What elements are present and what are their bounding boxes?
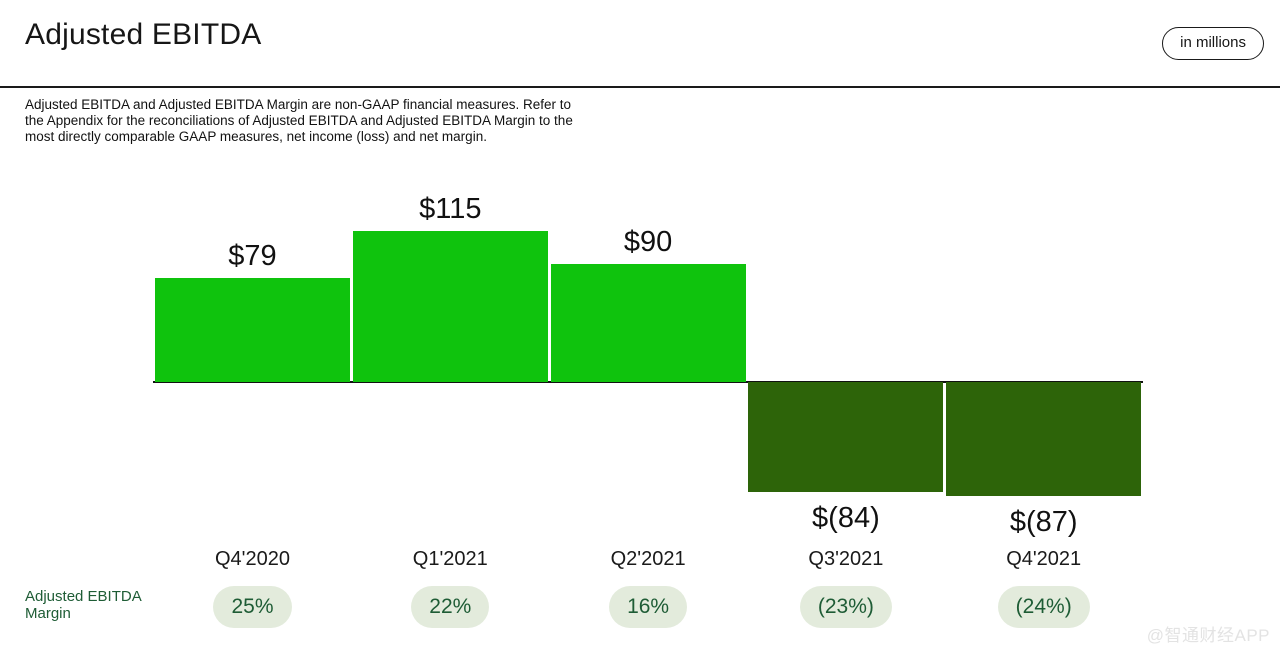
page-title: Adjusted EBITDA <box>25 18 262 51</box>
category-label-q4-2020: Q4'2020 <box>215 548 290 570</box>
bar-value-label-q4-2020: $79 <box>228 240 277 273</box>
bar-q4-2020 <box>155 278 350 382</box>
bar-q3-2021 <box>748 382 944 493</box>
disclaimer-text: Adjusted EBITDA and Adjusted EBITDA Marg… <box>25 97 573 144</box>
margin-row-label: Adjusted EBITDA Margin <box>25 588 141 622</box>
bar-q4-2021 <box>946 382 1142 497</box>
category-label-q1-2021: Q1'2021 <box>412 548 488 570</box>
watermark: @智通财经APP <box>1146 626 1270 645</box>
bar-value-label-q4-2021: $(87) <box>1009 506 1078 539</box>
bar-value-label-q2-2021: $90 <box>623 225 673 258</box>
unit-badge: in millions <box>1162 27 1264 60</box>
category-label-q4-2021: Q4'2021 <box>1006 548 1082 570</box>
bar-q1-2021 <box>352 231 548 382</box>
margin-pill-q4-2020: 25% <box>213 586 292 628</box>
margin-pill-q4-2021: (24%) <box>997 586 1090 628</box>
margin-pill-q3-2021: (23%) <box>799 586 892 628</box>
bar-q2-2021 <box>550 263 746 382</box>
margin-pill-q2-2021: 16% <box>609 586 688 628</box>
header: Adjusted EBITDA in millions <box>0 0 1280 88</box>
margin-pill-q1-2021: 22% <box>411 586 490 628</box>
bar-value-label-q1-2021: $115 <box>419 193 482 226</box>
category-label-q3-2021: Q3'2021 <box>808 548 884 570</box>
bar-value-label-q3-2021: $(84) <box>812 502 880 535</box>
category-label-q2-2021: Q2'2021 <box>610 548 686 570</box>
